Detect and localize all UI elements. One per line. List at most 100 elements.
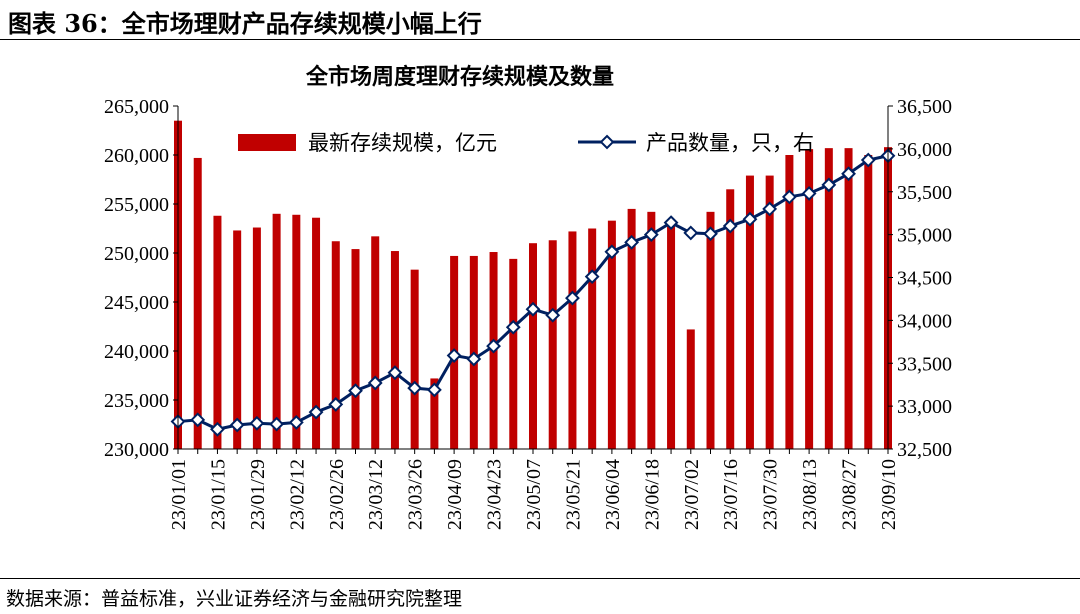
figure-title: 图表 36：全市场理财产品存续规模小幅上行 — [8, 9, 482, 38]
bar — [805, 149, 814, 449]
line-series — [170, 148, 896, 437]
bar — [706, 211, 715, 449]
line-point — [249, 415, 265, 431]
x-tick-label: 23/05/07 — [523, 459, 545, 530]
line-point — [486, 338, 501, 354]
y-right-tick-label: 34,000 — [897, 310, 952, 332]
y-right-tick-label: 32,500 — [897, 439, 952, 461]
x-tick-label: 23/08/27 — [839, 459, 861, 530]
x-tick-label: 23/05/21 — [562, 459, 584, 530]
y-right-tick-label: 35,000 — [897, 225, 952, 247]
bar — [390, 251, 399, 449]
chart: 全市场周度理财存续规模及数量 230,000 235,000 240,000 245,… — [104, 64, 952, 530]
line-point — [801, 186, 817, 201]
x-tick-label: 23/07/30 — [760, 459, 782, 530]
bar — [272, 213, 281, 449]
x-tick-label: 23/04/23 — [484, 459, 506, 530]
y-right-tick-label: 36,500 — [897, 96, 952, 118]
y-left-tick-label: 250,000 — [104, 243, 169, 265]
bar — [548, 240, 557, 449]
bar — [193, 157, 202, 449]
line-point — [624, 234, 640, 250]
line-point — [229, 417, 245, 433]
bar — [726, 189, 735, 450]
line-point — [722, 218, 738, 234]
x-tick-label: 23/07/02 — [681, 459, 703, 530]
line-point — [407, 380, 423, 396]
line-point — [367, 375, 383, 391]
legend-bar-label: 最新存续规模，亿元 — [308, 131, 497, 155]
bar — [351, 249, 360, 449]
bar — [785, 155, 794, 449]
bar — [312, 217, 321, 449]
x-tick-label: 23/07/16 — [720, 459, 742, 530]
bar — [588, 228, 597, 449]
chart-title: 全市场周度理财存续规模及数量 — [305, 64, 614, 89]
bar — [844, 148, 853, 449]
x-tick-label: 23/09/10 — [878, 459, 900, 530]
footer-rule — [0, 578, 1080, 579]
line-point — [683, 225, 699, 241]
x-tick-label: 23/08/13 — [799, 459, 821, 530]
bar — [568, 231, 577, 449]
line-point — [288, 415, 304, 430]
x-tick-label: 23/02/12 — [286, 459, 308, 530]
x-tick-label: 23/01/29 — [247, 459, 269, 530]
legend-bar-swatch — [238, 134, 296, 151]
y-right-tick-label: 36,000 — [897, 139, 952, 161]
bar — [410, 269, 419, 449]
x-tick-label: 23/02/26 — [326, 459, 348, 530]
bar — [509, 258, 518, 449]
line-point — [505, 319, 521, 335]
line-point — [525, 301, 541, 317]
line-point — [387, 365, 403, 381]
y-right-tick-label: 33,000 — [897, 396, 952, 418]
bar — [233, 230, 242, 449]
legend: 最新存续规模，亿元 产品数量，只，右 — [238, 131, 814, 155]
y-right-tick-label: 35,500 — [897, 182, 952, 204]
line-point — [190, 412, 206, 428]
bar — [292, 214, 301, 449]
bar — [647, 211, 656, 449]
line-point — [348, 383, 363, 399]
bar — [331, 241, 340, 449]
line-point — [821, 177, 837, 193]
line-point — [703, 226, 718, 242]
line-point — [841, 166, 856, 182]
y-right-tick-label: 34,500 — [897, 268, 952, 290]
axes: 230,000 235,000 240,000 245,000 250,000 255,0… — [104, 96, 952, 530]
bar — [864, 155, 873, 449]
bar — [252, 227, 261, 449]
bar — [430, 378, 439, 449]
line-point — [466, 351, 482, 367]
legend-line-marker — [599, 134, 615, 150]
bar-series — [174, 120, 892, 450]
bar — [686, 329, 695, 449]
y-left-tick-label: 245,000 — [104, 292, 169, 314]
bar — [213, 215, 222, 449]
bar — [371, 236, 380, 449]
line-point — [269, 416, 285, 432]
x-tick-label: 23/03/26 — [405, 459, 427, 530]
bar — [824, 148, 833, 449]
bar — [745, 175, 754, 449]
line-point — [781, 189, 797, 205]
y-left-tick-label: 260,000 — [104, 145, 169, 167]
x-tick-label: 23/06/18 — [641, 459, 663, 530]
line-point — [328, 396, 344, 412]
y-left-tick-label: 230,000 — [104, 439, 169, 461]
line-point — [860, 152, 876, 168]
line-point — [742, 211, 758, 227]
bar — [627, 208, 636, 449]
bar — [765, 175, 774, 449]
x-tick-label: 23/01/15 — [207, 459, 229, 530]
x-tick-label: 23/01/01 — [168, 459, 190, 530]
line-point — [643, 227, 659, 243]
line-point — [584, 269, 600, 285]
x-tick-label: 23/06/04 — [602, 459, 624, 530]
line-point — [426, 382, 442, 398]
figure-header: 图表 36：全市场理财产品存续规模小幅上行 — [0, 0, 1080, 42]
header-rule — [0, 39, 1080, 40]
legend-line-label: 产品数量，只，右 — [646, 131, 814, 155]
line-point — [446, 348, 462, 363]
